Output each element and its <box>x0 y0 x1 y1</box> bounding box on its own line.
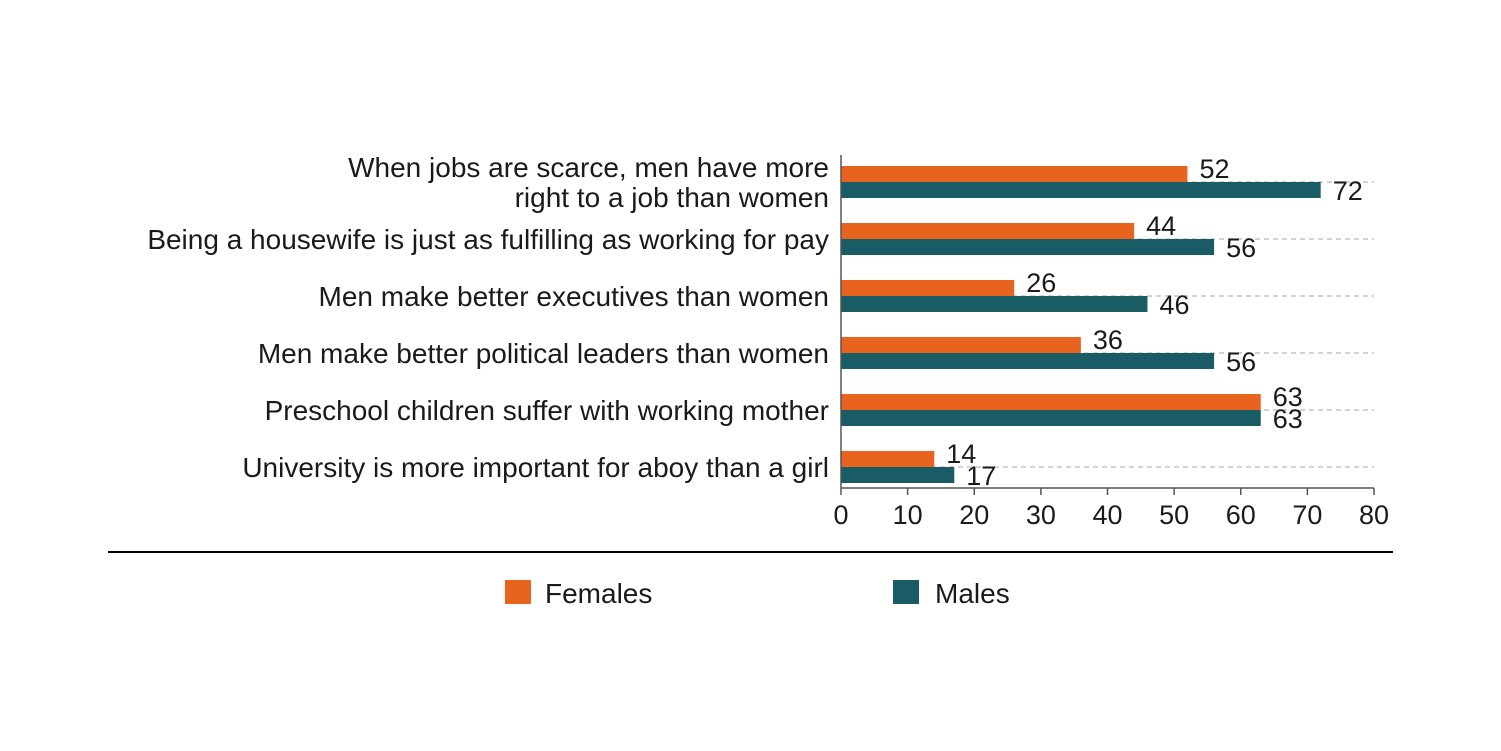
bar-females-1 <box>841 223 1135 239</box>
bar-males-3 <box>841 353 1215 369</box>
bar-females-3 <box>841 337 1081 353</box>
data-label-females-3: 36 <box>1093 325 1123 355</box>
data-label-males-5: 17 <box>966 461 996 491</box>
bar-males-1 <box>841 239 1215 255</box>
x-tick-label: 70 <box>1292 500 1322 530</box>
bar-males-0 <box>841 182 1321 198</box>
x-tick-label: 30 <box>1026 500 1056 530</box>
data-label-males-1: 56 <box>1226 233 1256 263</box>
data-label-males-2: 46 <box>1159 290 1189 320</box>
category-label: Men make better executives than women <box>319 281 829 312</box>
category-label: Preschool children suffer with working m… <box>265 395 829 426</box>
bars <box>841 166 1321 483</box>
bar-females-2 <box>841 280 1015 296</box>
x-tick-label: 60 <box>1226 500 1256 530</box>
legend-label-females: Females <box>545 578 652 609</box>
bar-females-5 <box>841 451 935 467</box>
x-tick-label: 10 <box>893 500 923 530</box>
category-label: right to a job than women <box>515 182 829 213</box>
bar-males-5 <box>841 467 955 483</box>
data-label-males-4: 63 <box>1273 404 1303 434</box>
x-tick-label: 20 <box>959 500 989 530</box>
bar-males-2 <box>841 296 1148 312</box>
data-label-males-3: 56 <box>1226 347 1256 377</box>
x-tick-label: 0 <box>833 500 848 530</box>
x-axis: 0 10 20 30 40 50 60 70 80 <box>833 155 1389 530</box>
legend: Females Males <box>505 578 1010 609</box>
legend-label-males: Males <box>935 578 1010 609</box>
category-label: Being a housewife is just as fulfilling … <box>147 224 829 255</box>
x-tick-label: 50 <box>1159 500 1189 530</box>
x-tick-label: 40 <box>1092 500 1122 530</box>
category-label: University is more important for aboy th… <box>242 452 829 483</box>
category-label: Men make better political leaders than w… <box>258 338 829 369</box>
data-label-males-0: 72 <box>1333 176 1363 206</box>
bar-males-4 <box>841 410 1261 426</box>
bar-females-4 <box>841 394 1261 410</box>
category-labels: When jobs are scarce, men have moreright… <box>147 152 829 483</box>
data-label-females-4: 63 <box>1273 382 1303 412</box>
data-label-females-1: 44 <box>1146 211 1176 241</box>
category-label: When jobs are scarce, men have more <box>348 152 829 183</box>
x-tick-label: 80 <box>1359 500 1389 530</box>
data-label-females-2: 26 <box>1026 268 1056 298</box>
bar-females-0 <box>841 166 1188 182</box>
legend-swatch-males <box>893 580 919 604</box>
legend-swatch-females <box>505 580 531 604</box>
data-label-females-0: 52 <box>1199 154 1229 184</box>
data-label-females-5: 14 <box>946 439 976 469</box>
